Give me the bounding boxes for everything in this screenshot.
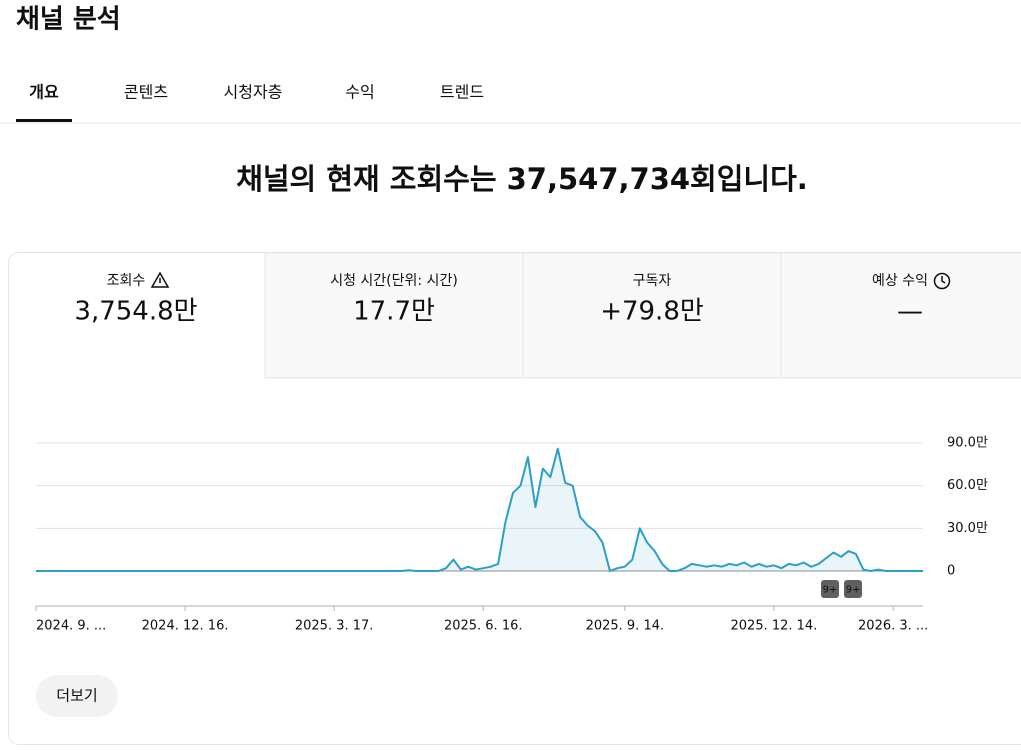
metric-label: 시청 시간(단위: 시간) bbox=[330, 273, 458, 289]
x-tick-label: 2025. 6. 16. bbox=[444, 619, 523, 634]
metric-label: 조회수 bbox=[107, 273, 146, 289]
metric-label: 구독자 bbox=[633, 273, 672, 289]
page-title: 채널 분석 bbox=[16, 5, 121, 35]
tab-indicator bbox=[16, 119, 72, 122]
y-tick-label: 0 bbox=[947, 564, 955, 579]
metric-value: +79.8만 bbox=[600, 297, 704, 327]
area-fill bbox=[36, 448, 923, 571]
badge bbox=[821, 580, 839, 598]
headline: 채널의 현재 조회수는 37,547,734회입니다. bbox=[236, 162, 808, 196]
metric-value: — bbox=[897, 297, 923, 327]
tab[interactable]: 콘텐츠 bbox=[124, 83, 168, 102]
line bbox=[36, 447, 923, 572]
metric-tab[interactable] bbox=[522, 252, 782, 379]
metric-label: 예상 수익 bbox=[872, 273, 928, 289]
x-tick-label: 2025. 12. 14. bbox=[731, 619, 818, 634]
x-tick-label: 2024. 9. ... bbox=[36, 619, 106, 634]
warning-icon bbox=[150, 271, 170, 288]
y-tick-label: 90.0만 bbox=[947, 436, 988, 451]
metric-value: 17.7만 bbox=[353, 297, 435, 327]
badge-label: 9+ bbox=[823, 585, 838, 596]
clock-icon bbox=[933, 272, 951, 290]
tab[interactable]: 시청자층 bbox=[224, 83, 283, 102]
metric-tab[interactable] bbox=[780, 252, 1021, 379]
metric-tab[interactable] bbox=[264, 252, 524, 379]
x-tick-label: 2024. 12. 16. bbox=[142, 619, 229, 634]
y-tick-label: 30.0만 bbox=[947, 521, 988, 536]
x-tick-label: 2025. 9. 14. bbox=[586, 619, 665, 634]
x-tick-label: 2026. 3. ... bbox=[858, 619, 928, 634]
tab[interactable]: 개요 bbox=[29, 83, 59, 102]
badge-label: 9+ bbox=[846, 585, 861, 596]
more-button-label: 더보기 bbox=[56, 687, 97, 705]
badge bbox=[844, 580, 862, 598]
tab[interactable]: 트렌드 bbox=[440, 83, 484, 102]
y-tick-label: 60.0만 bbox=[947, 478, 988, 493]
metric-value: 3,754.8만 bbox=[74, 297, 197, 327]
more-button[interactable] bbox=[36, 675, 118, 717]
tab[interactable]: 수익 bbox=[345, 83, 374, 102]
x-tick-label: 2025. 3. 17. bbox=[295, 619, 374, 634]
